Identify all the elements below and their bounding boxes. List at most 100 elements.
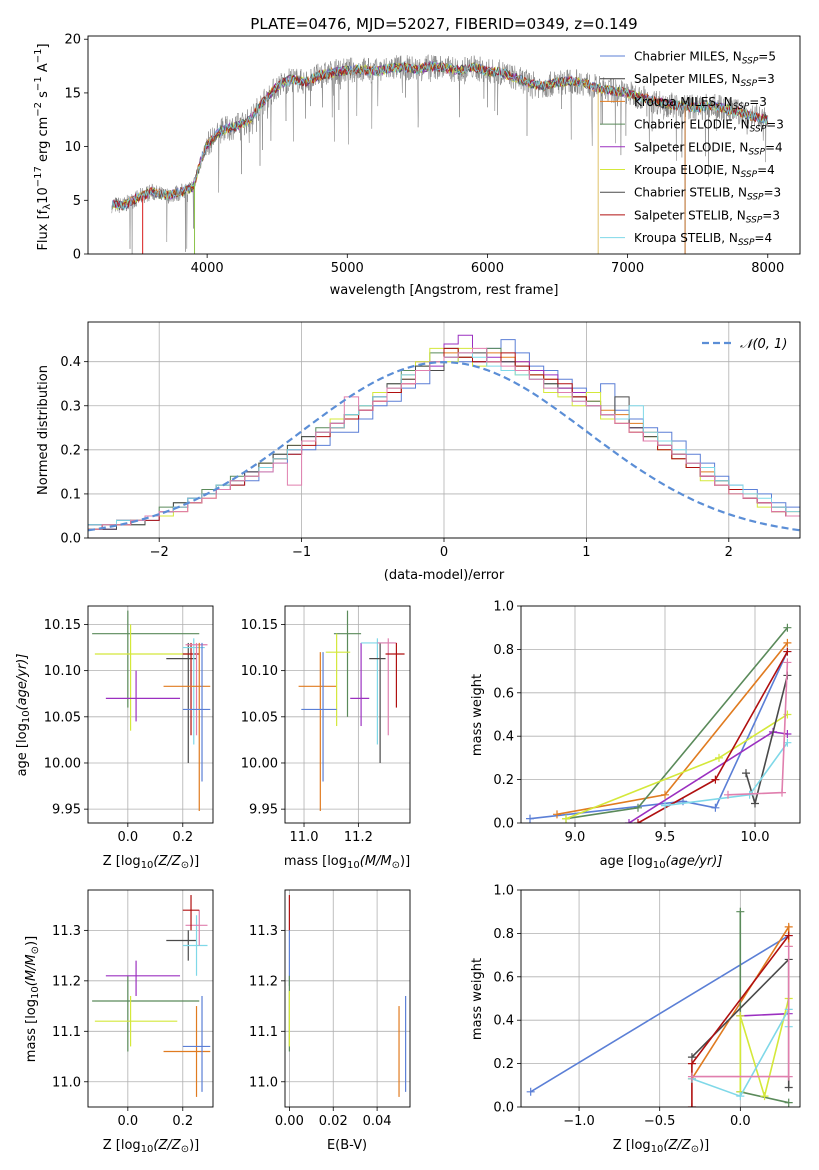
plot-frame	[87, 35, 801, 255]
weight-vs-age-xlabel: age [log10(age/yr)]	[600, 854, 723, 871]
y-tick-label: 10	[64, 140, 81, 155]
age-vs-mass-panel: 11.0 11.2 9.95 10.00 10.05 10.10 10.15 mass [l…	[241, 605, 411, 871]
mass-vs-metallicity-panel: 0.0 0.2 11.0 11.1 11.2 11.3 Z [log10(Z/Z⊙)] m…	[24, 889, 214, 1155]
weight-marker	[751, 799, 759, 808]
weight-marker	[687, 1072, 696, 1081]
y-tick-label: 0.1	[60, 487, 81, 502]
histogram-series	[88, 347, 800, 530]
age-vs-metallicity-ylabel: age [log10(age/yr)]	[15, 654, 32, 777]
legend-label: Salpeter ELODIE, NSSP=4	[634, 140, 783, 157]
plot-frame	[87, 889, 214, 1108]
weight-marker	[736, 1092, 745, 1101]
x-tick-label: 0.02	[319, 1114, 348, 1129]
mass-vs-metallicity-ylabel: mass [log10(M/M⊙)]	[24, 936, 41, 1062]
spectrum-plot: 4000 5000 6000 7000 8000 0 5 10 15 20 Chabrier MIL…	[64, 33, 801, 276]
weight-marker	[736, 907, 745, 916]
y-tick-label: 0.2	[493, 773, 514, 788]
age-vs-metallicity-xlabel: Z [log10(Z/Z⊙)]	[103, 854, 199, 871]
weight-marker	[562, 814, 570, 823]
weight-marker	[526, 1087, 535, 1096]
x-tick-label: 2	[725, 545, 733, 560]
x-tick-label: 11.0	[290, 830, 319, 845]
age-vs-mass-xlabel: mass [log10(M/M⊙)]	[284, 854, 410, 871]
weight-vs-metallicity-xlabel: Z [log10(Z/Z⊙)]	[613, 1138, 709, 1155]
y-tick-label: 0.8	[493, 643, 514, 658]
plot-frame	[284, 605, 411, 824]
y-tick-label: 20	[64, 33, 81, 48]
spectrum-xlabel: wavelength [Angstrom, rest frame]	[330, 283, 559, 298]
legend-label: Chabrier MILES, NSSP=5	[634, 50, 776, 67]
residuals-panel: −2 −1 0 1 2 0.0 0.1 0.2 0.3 0.4 𝒩(0, 1) (data-mode…	[36, 321, 801, 583]
x-tick-label: 0.0	[117, 830, 138, 845]
weight-marker	[526, 814, 534, 823]
y-tick-label: 0.6	[493, 970, 514, 985]
x-tick-label: 9.5	[655, 830, 676, 845]
y-tick-label: 0.2	[493, 1057, 514, 1072]
weight-vs-age-panel: 9.0 9.5 10.0 0.0 0.2 0.4 0.6 0.8 1.0 age [log10(…	[470, 600, 801, 871]
y-tick-label: 11.2	[52, 974, 81, 989]
y-tick-label: 11.3	[52, 924, 81, 939]
weight-marker	[784, 931, 793, 940]
mass-vs-ebv-plot: 0.00 0.02 0.04 11.0 11.1 11.2 11.3	[249, 889, 411, 1129]
residuals-xlabel: (data-model)/error	[384, 568, 505, 583]
y-tick-label: 0.0	[60, 532, 81, 547]
mass-vs-metallicity-xlabel: Z [log10(Z/Z⊙)]	[103, 1138, 199, 1155]
y-tick-label: 10.05	[44, 710, 81, 725]
age-vs-metallicity-panel: 0.0 0.2 9.95 10.00 10.05 10.10 10.15 Z [log10(…	[15, 605, 214, 871]
x-tick-label: −1.0	[563, 1114, 595, 1129]
weight-marker	[783, 647, 792, 656]
y-tick-label: 0	[73, 248, 81, 263]
y-tick-label: 0.6	[493, 686, 514, 701]
weight-series	[739, 998, 790, 1100]
y-tick-label: 1.0	[493, 600, 514, 615]
gaussian-curve	[88, 360, 800, 532]
y-tick-label: 0.4	[493, 1014, 514, 1029]
weight-marker	[784, 1072, 793, 1081]
x-tick-label: 0.0	[730, 1114, 751, 1129]
weight-marker	[784, 942, 793, 951]
y-tick-label: 0.0	[493, 1101, 514, 1116]
weight-marker	[783, 638, 792, 647]
y-tick-label: 9.95	[52, 803, 81, 818]
x-tick-label: 0.2	[172, 830, 193, 845]
x-tick-label: 11.2	[344, 830, 373, 845]
y-tick-label: 10.15	[44, 618, 81, 633]
weight-marker	[715, 753, 723, 762]
weight-marker	[687, 1059, 696, 1068]
y-tick-label: 11.1	[52, 1025, 81, 1040]
plot-frame	[284, 889, 411, 1108]
x-tick-label: 5000	[331, 261, 364, 276]
weight-series	[529, 651, 789, 820]
x-tick-label: 6000	[471, 261, 504, 276]
x-tick-label: 0.0	[117, 1114, 138, 1129]
x-tick-label: 0.04	[363, 1114, 392, 1129]
weight-marker	[783, 623, 792, 632]
x-tick-label: −2	[150, 545, 169, 560]
weight-marker	[711, 803, 720, 812]
plot-frame	[87, 321, 801, 539]
weight-vs-age-plot: 9.0 9.5 10.0 0.0 0.2 0.4 0.6 0.8 1.0	[493, 600, 801, 845]
legend-label: Salpeter MILES, NSSP=3	[634, 72, 775, 89]
weight-marker	[760, 1092, 769, 1101]
age-vs-mass-plot: 11.0 11.2 9.95 10.00 10.05 10.10 10.15	[241, 605, 411, 845]
x-tick-label: 0	[440, 545, 448, 560]
weight-marker	[784, 1083, 793, 1092]
y-tick-label: 10.05	[241, 710, 278, 725]
legend-label: Salpeter STELIB, NSSP=3	[634, 208, 780, 225]
residuals-plot: −2 −1 0 1 2 0.0 0.1 0.2 0.3 0.4 𝒩(0, 1)	[60, 321, 801, 560]
histogram-series	[88, 347, 800, 530]
weight-series	[628, 731, 788, 823]
weight-marker	[634, 803, 642, 812]
legend-label: Chabrier STELIB, NSSP=3	[634, 186, 781, 203]
histogram-series	[88, 347, 800, 530]
x-tick-label: −1	[292, 545, 311, 560]
legend-label: Kroupa MILES, NSSP=3	[634, 95, 767, 112]
y-tick-label: 10.00	[241, 756, 278, 771]
histogram-series	[88, 347, 800, 530]
x-tick-label: 1	[582, 545, 590, 560]
mass-vs-ebv-xlabel: E(B-V)	[327, 1138, 367, 1153]
model-spectrum	[111, 60, 769, 211]
weight-marker	[661, 801, 669, 810]
weight-marker	[783, 658, 792, 667]
